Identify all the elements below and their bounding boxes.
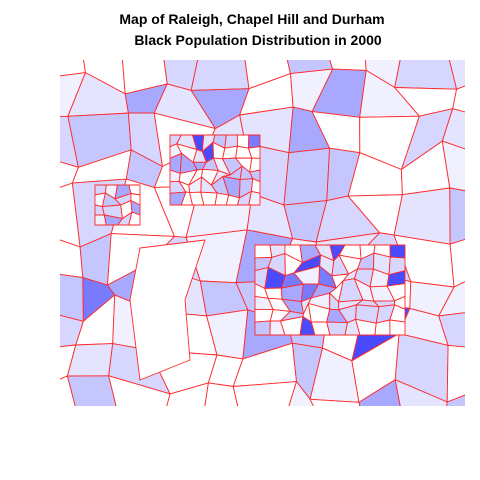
tract-map: [60, 60, 465, 406]
tract: [452, 85, 465, 113]
title-line: Black Population Distribution in 2000: [134, 32, 382, 48]
tract: [200, 191, 218, 206]
tract: [393, 187, 451, 245]
tract: [394, 379, 448, 406]
tract: [129, 239, 206, 381]
tract: [232, 381, 297, 406]
tract: [438, 312, 465, 348]
tract: [60, 375, 76, 406]
tract: [446, 394, 465, 406]
tract: [283, 147, 331, 206]
tract: [389, 244, 406, 259]
tract: [288, 381, 314, 406]
title-line: Map of Raleigh, Chapel Hill and Durham: [119, 11, 384, 27]
tract: [326, 321, 348, 336]
tract: [309, 398, 361, 406]
tract: [441, 140, 465, 192]
tract: [446, 344, 465, 403]
tract: [254, 244, 273, 259]
tract: [204, 382, 239, 406]
tract: [358, 379, 401, 406]
tract: [128, 211, 141, 226]
tract: [441, 108, 465, 150]
tract: [166, 382, 209, 406]
tract: [66, 375, 117, 406]
tract: [248, 190, 261, 206]
tract: [222, 145, 238, 160]
tract: [108, 375, 171, 406]
tract: [438, 281, 465, 317]
tract: [389, 319, 406, 336]
tract: [449, 187, 465, 245]
tract: [448, 60, 465, 90]
tract: [449, 238, 465, 288]
tract: [250, 178, 261, 194]
tract: [248, 134, 261, 149]
tract: [254, 320, 271, 336]
